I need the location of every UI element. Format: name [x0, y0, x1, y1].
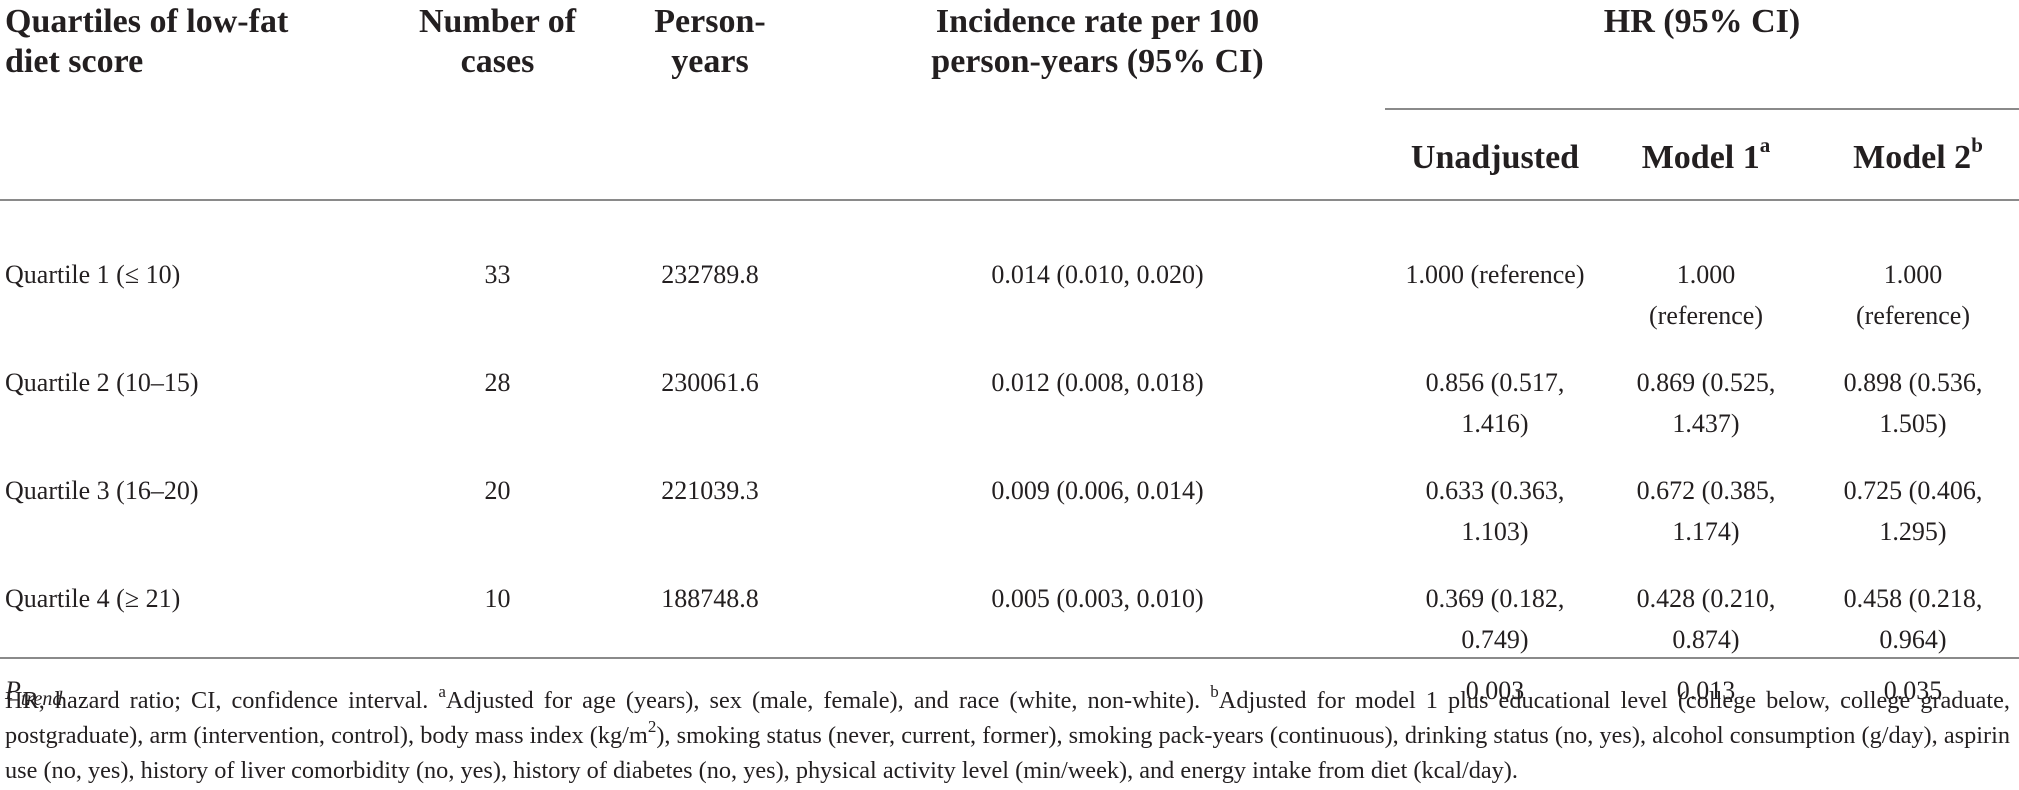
row-label: Quartile 2 (10–15)	[5, 368, 199, 397]
row-label: Quartile 4 (≥ 21)	[5, 584, 181, 613]
ptrend-row: Ptrend 0.003 0.013 0.035	[0, 660, 2019, 726]
row-unadjusted: 0.633 (0.363, 1.103)	[1425, 476, 1565, 546]
ptrend-model-2: 0.035	[1883, 676, 1943, 705]
header-row: Quartiles of low-fat diet score Number o…	[0, 0, 2019, 108]
row-model-1: 0.428 (0.210, 0.874)	[1636, 584, 1776, 654]
row-model-2: 0.898 (0.536, 1.505)	[1843, 368, 1983, 438]
row-model-1: 1.000 (reference)	[1649, 260, 1763, 330]
row-person-years: 221039.3	[661, 476, 759, 505]
hr-group-rule	[1385, 108, 2019, 110]
row-unadjusted: 1.000 (reference)	[1405, 260, 1585, 289]
table-row: Quartile 1 (≤ 10) 33 232789.8 0.014 (0.0…	[0, 228, 2019, 336]
footnote-sup-b: b	[1210, 681, 1219, 701]
header-rule	[0, 199, 2019, 201]
results-table: Quartiles of low-fat diet score Number o…	[0, 0, 2019, 726]
row-incidence: 0.009 (0.006, 0.014)	[991, 476, 1204, 505]
row-person-years: 230061.6	[661, 368, 759, 397]
ptrend-label-main: P	[5, 676, 21, 705]
row-unadjusted: 0.856 (0.517, 1.416)	[1425, 368, 1565, 438]
row-label: Quartile 1 (≤ 10)	[5, 260, 181, 289]
subheader-row: Unadjusted Model 1a Model 2b	[0, 108, 2019, 228]
header-number-of-cases: Number of cases	[418, 3, 577, 80]
header-hr-group: HR (95% CI)	[1603, 3, 1801, 40]
header-unadjusted: Unadjusted	[1410, 139, 1580, 176]
row-cases: 10	[484, 584, 511, 613]
row-incidence: 0.014 (0.010, 0.020)	[991, 260, 1204, 289]
subheader-spacer-2	[385, 108, 610, 228]
ptrend-label-sub: trend	[20, 688, 63, 711]
row-label: Quartile 3 (16–20)	[5, 476, 199, 505]
header-model-1-label: Model 1	[1641, 139, 1760, 176]
ptrend-unadjusted: 0.003	[1465, 676, 1525, 705]
row-model-2: 1.000 (reference)	[1856, 260, 1971, 330]
ptrend-model-1: 0.013	[1676, 676, 1736, 705]
row-cases: 20	[484, 476, 511, 505]
header-person-years: Person-years	[654, 3, 766, 80]
table-row: Quartile 3 (16–20) 20 221039.3 0.009 (0.…	[0, 444, 2019, 552]
row-model-2: 0.725 (0.406, 1.295)	[1843, 476, 1983, 546]
table-row: Quartile 2 (10–15) 28 230061.6 0.012 (0.…	[0, 336, 2019, 444]
footnote-sup-2: 2	[647, 716, 657, 736]
row-incidence: 0.012 (0.008, 0.018)	[991, 368, 1204, 397]
footnote-part-1: HR, hazard ratio; CI, confidence interva…	[5, 687, 439, 714]
row-person-years: 188748.8	[661, 584, 759, 613]
subheader-spacer-3	[610, 108, 810, 228]
row-model-1: 0.869 (0.525, 1.437)	[1636, 368, 1776, 438]
header-model-1-sup: a	[1759, 132, 1771, 157]
subheader-spacer-4	[810, 108, 1385, 228]
header-model-2: Model 2b	[1807, 108, 2019, 228]
subheader-spacer-1	[0, 108, 385, 228]
footnote-part-3: Adjusted for model 1 plus educational le…	[5, 687, 2010, 749]
row-incidence: 0.005 (0.003, 0.010)	[991, 584, 1204, 613]
footer-rule	[0, 657, 2019, 659]
row-cases: 28	[484, 368, 511, 397]
footnote-part-4: ), smoking status (never, current, forme…	[5, 722, 2010, 784]
table-row: Quartile 4 (≥ 21) 10 188748.8 0.005 (0.0…	[0, 552, 2019, 660]
row-model-1: 0.672 (0.385, 1.174)	[1636, 476, 1776, 546]
footnote-part-2: Adjusted for age (years), sex (male, fem…	[445, 687, 1211, 714]
footnote-sup-a: a	[438, 681, 446, 701]
row-cases: 33	[484, 260, 511, 289]
table-footnote: HR, hazard ratio; CI, confidence interva…	[5, 683, 2010, 788]
row-unadjusted: 0.369 (0.182, 0.749)	[1425, 584, 1565, 654]
header-model-1: Model 1a	[1605, 108, 1807, 228]
header-model-2-sup: b	[1971, 132, 1983, 157]
header-incidence-rate: Incidence rate per 100 person-years (95%…	[931, 3, 1264, 80]
header-model-2-label: Model 2	[1853, 139, 1972, 176]
row-person-years: 232789.8	[661, 260, 759, 289]
ptrend-label: Ptrend	[0, 660, 385, 726]
row-model-2: 0.458 (0.218, 0.964)	[1843, 584, 1983, 654]
header-quartiles: Quartiles of low-fat diet score	[5, 3, 289, 80]
